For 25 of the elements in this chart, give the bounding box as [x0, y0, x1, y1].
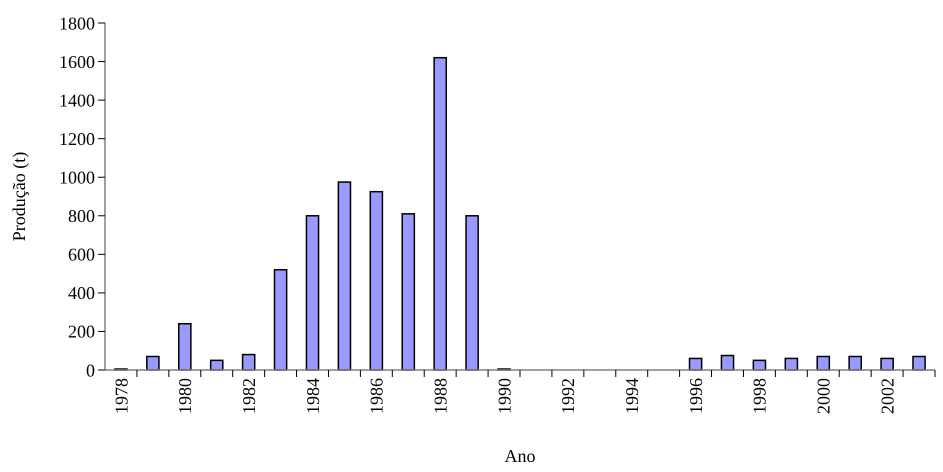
- y-tick-label: 800: [68, 206, 95, 226]
- x-tick-label: 1984: [302, 378, 323, 414]
- y-tick-label: 1400: [59, 90, 95, 110]
- x-tick-label: 1996: [686, 378, 706, 414]
- y-tick-label: 200: [68, 322, 95, 342]
- y-tick-label: 400: [68, 283, 95, 304]
- x-tick-label: 1998: [750, 378, 770, 414]
- y-tick-label: 1600: [59, 52, 95, 72]
- y-tick-label: 1800: [59, 13, 95, 34]
- x-tick-label: 2002: [877, 378, 898, 414]
- y-tick-label: 1000: [59, 168, 95, 188]
- y-tick-label: 0: [86, 360, 95, 380]
- x-tick-label: 1978: [111, 378, 132, 414]
- x-tick-label: 1980: [175, 378, 196, 414]
- y-tick-label: 1200: [59, 128, 95, 149]
- x-tick-label: 1994: [622, 378, 642, 414]
- x-tick-label: 1992: [558, 378, 578, 414]
- y-tick-label: 600: [68, 244, 95, 265]
- y-axis-title: Produção (t): [9, 152, 29, 242]
- x-tick-label: 1990: [494, 378, 514, 414]
- x-tick-label: 1986: [366, 378, 387, 414]
- x-axis-title: Ano: [504, 446, 536, 466]
- x-tick-label: 1982: [238, 378, 259, 414]
- x-tick-label: 1988: [430, 378, 450, 414]
- x-tick-label: 2000: [814, 378, 834, 414]
